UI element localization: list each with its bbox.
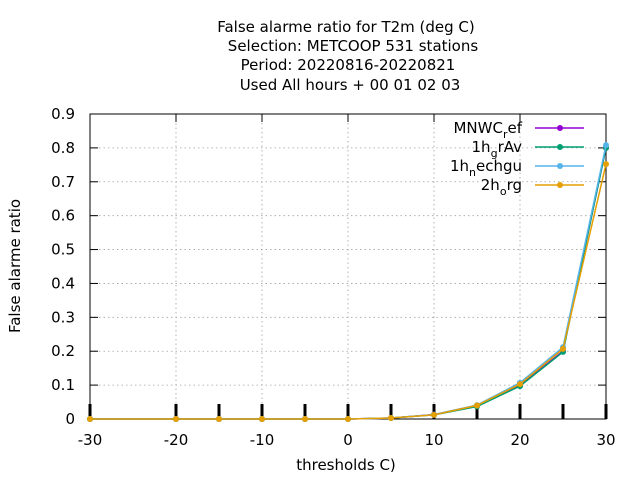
y-tick-label: 0.4: [51, 274, 75, 292]
data-point: [603, 161, 609, 168]
y-axis-label: False alarme ratio: [6, 199, 24, 333]
grid: [90, 114, 606, 419]
chart-title: False alarme ratio for T2m (deg C) Selec…: [217, 18, 478, 94]
series-lines: [87, 142, 609, 422]
y-tick-label: 0.9: [51, 105, 75, 123]
legend-marker: [557, 163, 563, 169]
y-tick-label: 0.6: [51, 207, 75, 225]
legend-marker: [557, 144, 563, 150]
y-tick-label: 0.1: [51, 376, 75, 394]
x-tick-label: -20: [164, 431, 189, 449]
y-tick-label: 0.3: [51, 308, 75, 326]
y-tick-label: 0.8: [51, 139, 75, 157]
title-line-3: Period: 20220816-20220821: [241, 56, 456, 74]
x-tick-label: 30: [596, 431, 615, 449]
data-point: [173, 416, 179, 422]
legend-item: 2horg: [481, 176, 584, 198]
x-tick-label: 10: [424, 431, 443, 449]
y-tick-label: 0.5: [51, 241, 75, 259]
y-tick-label: 0.7: [51, 173, 75, 191]
series-2h_org: [87, 161, 609, 422]
legend-label: 2horg: [481, 176, 522, 198]
data-point: [431, 411, 437, 418]
title-line-1: False alarme ratio for T2m (deg C): [217, 18, 475, 36]
data-point: [345, 416, 351, 422]
y-tick-label: 0: [65, 410, 75, 428]
data-point: [603, 142, 609, 149]
data-point: [560, 345, 566, 352]
data-point: [517, 381, 523, 388]
x-tick-label: 0: [343, 431, 353, 449]
y-tick-label: 0.2: [51, 342, 75, 360]
title-line-4: Used All hours + 00 01 02 03: [240, 76, 461, 94]
data-point: [302, 416, 308, 422]
x-tick-label: 20: [510, 431, 529, 449]
legend-label: 1hgrAv: [472, 138, 523, 160]
title-line-2: Selection: METCOOP 531 stations: [228, 37, 479, 55]
axis-ticks: 0 0.1 0.2 0.3 0.4 0.5 0.6 0.7 0.8 0.9 -30 -20 -10 0 10…: [51, 105, 615, 449]
data-point: [216, 416, 222, 422]
data-point: [259, 416, 265, 422]
legend-marker: [557, 182, 563, 188]
data-point: [87, 416, 93, 422]
series-line: [90, 164, 607, 420]
legend-item: MNWCref: [453, 119, 584, 141]
data-point: [388, 414, 394, 421]
x-tick-label: -10: [250, 431, 275, 449]
x-axis-label: thresholds C): [296, 456, 396, 474]
data-point: [474, 402, 480, 409]
legend-item: 1hnechgu: [450, 157, 584, 179]
legend-label: 1hnechgu: [450, 157, 522, 179]
legend-label: MNWCref: [453, 119, 522, 141]
legend-marker: [557, 125, 563, 131]
legend-item: 1hgrAv: [472, 138, 584, 160]
x-tick-label: -30: [78, 431, 103, 449]
